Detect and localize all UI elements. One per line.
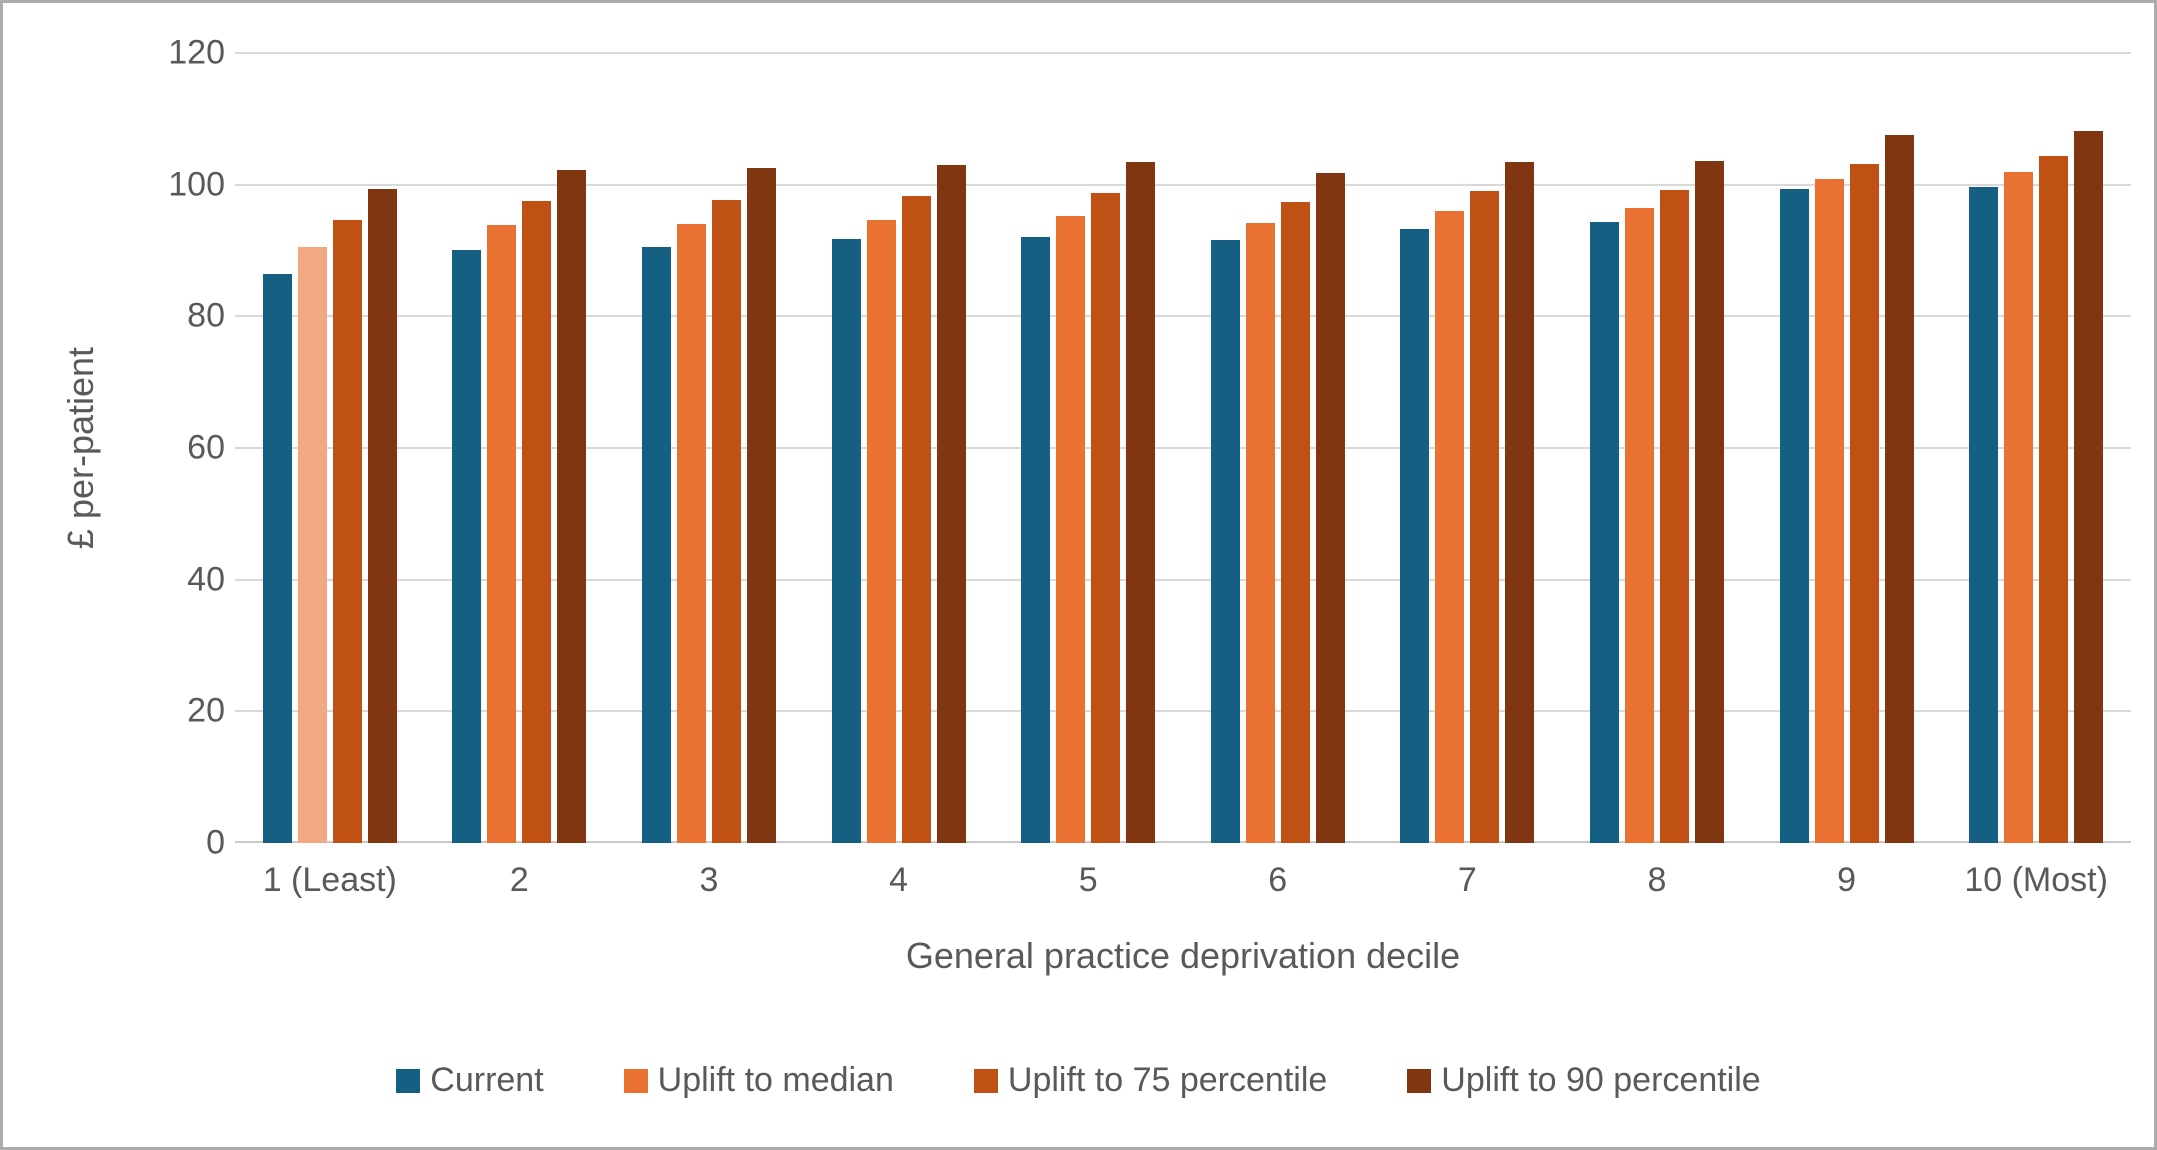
x-tick-label-6: 6 <box>1268 861 1288 899</box>
bar-group-10 <box>1941 53 2131 843</box>
bar-decile5-series3 <box>1091 193 1121 843</box>
plot-area <box>235 52 2131 843</box>
bar-decile3-series3 <box>711 199 741 843</box>
bar-decile10-series4 <box>2074 131 2104 843</box>
x-axis-ticks: 1 (Least) 2 3 4 5 6 7 8 9 10 (Most) <box>235 861 2131 900</box>
bar-decile8-series3 <box>1659 189 1689 843</box>
bar-decile7-series3 <box>1470 191 1500 843</box>
bar-decile8-series2 <box>1624 207 1654 843</box>
bar-decile4-series4 <box>936 164 966 843</box>
bar-decile6-series2 <box>1245 222 1275 843</box>
bar-decile2-series3 <box>522 201 552 843</box>
bar-decile6-series1 <box>1210 239 1240 843</box>
bar-decile10-series2 <box>2004 172 2034 843</box>
bar-decile2-series2 <box>487 224 517 843</box>
bar-group-2 <box>425 53 615 843</box>
bar-decile6-series4 <box>1315 172 1345 843</box>
bar-decile1-series2 <box>297 246 327 843</box>
bar-decile1-series1 <box>262 273 292 843</box>
bar-decile9-series1 <box>1779 188 1809 843</box>
bar-decile10-series3 <box>2039 155 2069 843</box>
bar-decile9-series2 <box>1814 178 1844 843</box>
gridline-40 <box>235 578 2131 581</box>
bar-groups <box>235 53 2131 843</box>
bar-decile9-series4 <box>1884 134 1914 843</box>
x-axis-title: General practice deprivation decile <box>905 935 1461 976</box>
legend: Current Uplift to median Uplift to 75 perc… <box>3 1061 2154 1100</box>
legend-item-2: Uplift to median <box>623 1061 894 1100</box>
bar-decile3-series1 <box>641 246 671 843</box>
legend-label: Uplift to 75 percentile <box>1007 1061 1328 1099</box>
bar-group-3 <box>614 53 804 843</box>
bar-decile8-series1 <box>1589 221 1619 843</box>
bar-decile9-series3 <box>1849 163 1879 843</box>
y-tick-label-60: 60 <box>187 428 225 467</box>
x-tick-label-3: 3 <box>699 861 719 899</box>
gridline-80 <box>235 315 2131 318</box>
legend-item-3: Uplift to 75 percentile <box>973 1061 1328 1100</box>
bar-group-4 <box>804 53 994 843</box>
bar-decile2-series1 <box>452 249 482 843</box>
bar-decile4-series2 <box>866 219 896 843</box>
y-tick-label-80: 80 <box>187 296 225 335</box>
bar-decile7-series1 <box>1400 229 1430 843</box>
bar-decile2-series4 <box>557 169 587 843</box>
bar-decile7-series2 <box>1435 211 1465 843</box>
gridline-60 <box>235 447 2131 449</box>
x-tick-label-10: 10 (Most) <box>1964 861 2108 899</box>
bar-decile7-series4 <box>1505 161 1535 843</box>
x-axis-line <box>235 841 2131 843</box>
bar-decile4-series3 <box>901 195 931 843</box>
x-tick-label-7: 7 <box>1457 861 1477 899</box>
gridline-100 <box>235 183 2131 186</box>
bar-decile3-series4 <box>746 167 776 843</box>
bar-decile5-series4 <box>1126 162 1156 843</box>
bar-decile8-series4 <box>1694 160 1724 843</box>
y-tick-label-0: 0 <box>206 823 225 862</box>
bar-group-7 <box>1373 53 1563 843</box>
legend-label: Uplift to 90 percentile <box>1441 1061 1761 1099</box>
bar-group-1 <box>235 53 425 843</box>
bar-group-6 <box>1183 53 1373 843</box>
bar-decile10-series1 <box>1969 186 1999 843</box>
legend-marker-icon <box>973 1068 998 1093</box>
bar-decile5-series1 <box>1021 237 1051 843</box>
gridline-20 <box>235 710 2131 713</box>
legend-item-4: Uplift to 90 percentile <box>1407 1061 1761 1100</box>
bar-decile6-series3 <box>1280 201 1310 843</box>
bar-group-9 <box>1752 53 1942 843</box>
bar-group-5 <box>993 53 1183 843</box>
bar-group-8 <box>1562 53 1752 843</box>
bar-decile1-series3 <box>332 219 362 843</box>
bar-decile5-series2 <box>1056 216 1086 843</box>
bar-decile4-series1 <box>831 239 861 843</box>
y-tick-label-20: 20 <box>187 691 225 730</box>
bar-decile1-series4 <box>367 188 397 843</box>
x-tick-label-5: 5 <box>1078 861 1098 899</box>
legend-item-1: Current <box>396 1061 544 1100</box>
x-tick-label-9: 9 <box>1837 861 1856 899</box>
legend-marker-icon <box>396 1068 421 1093</box>
x-tick-label-2: 2 <box>509 861 529 899</box>
legend-label: Uplift to median <box>657 1061 894 1099</box>
gridline-120 <box>235 52 2131 54</box>
legend-marker-icon <box>623 1068 648 1093</box>
bar-decile3-series2 <box>676 224 706 843</box>
x-tick-label-8: 8 <box>1647 861 1667 899</box>
legend-label: Current <box>430 1061 544 1099</box>
y-tick-label-100: 100 <box>168 165 225 204</box>
legend-marker-icon <box>1407 1068 1432 1093</box>
x-tick-label-4: 4 <box>889 861 909 899</box>
x-tick-label-1: 1 (Least) <box>262 861 397 899</box>
y-tick-label-40: 40 <box>187 560 225 599</box>
y-tick-label-120: 120 <box>168 33 225 72</box>
